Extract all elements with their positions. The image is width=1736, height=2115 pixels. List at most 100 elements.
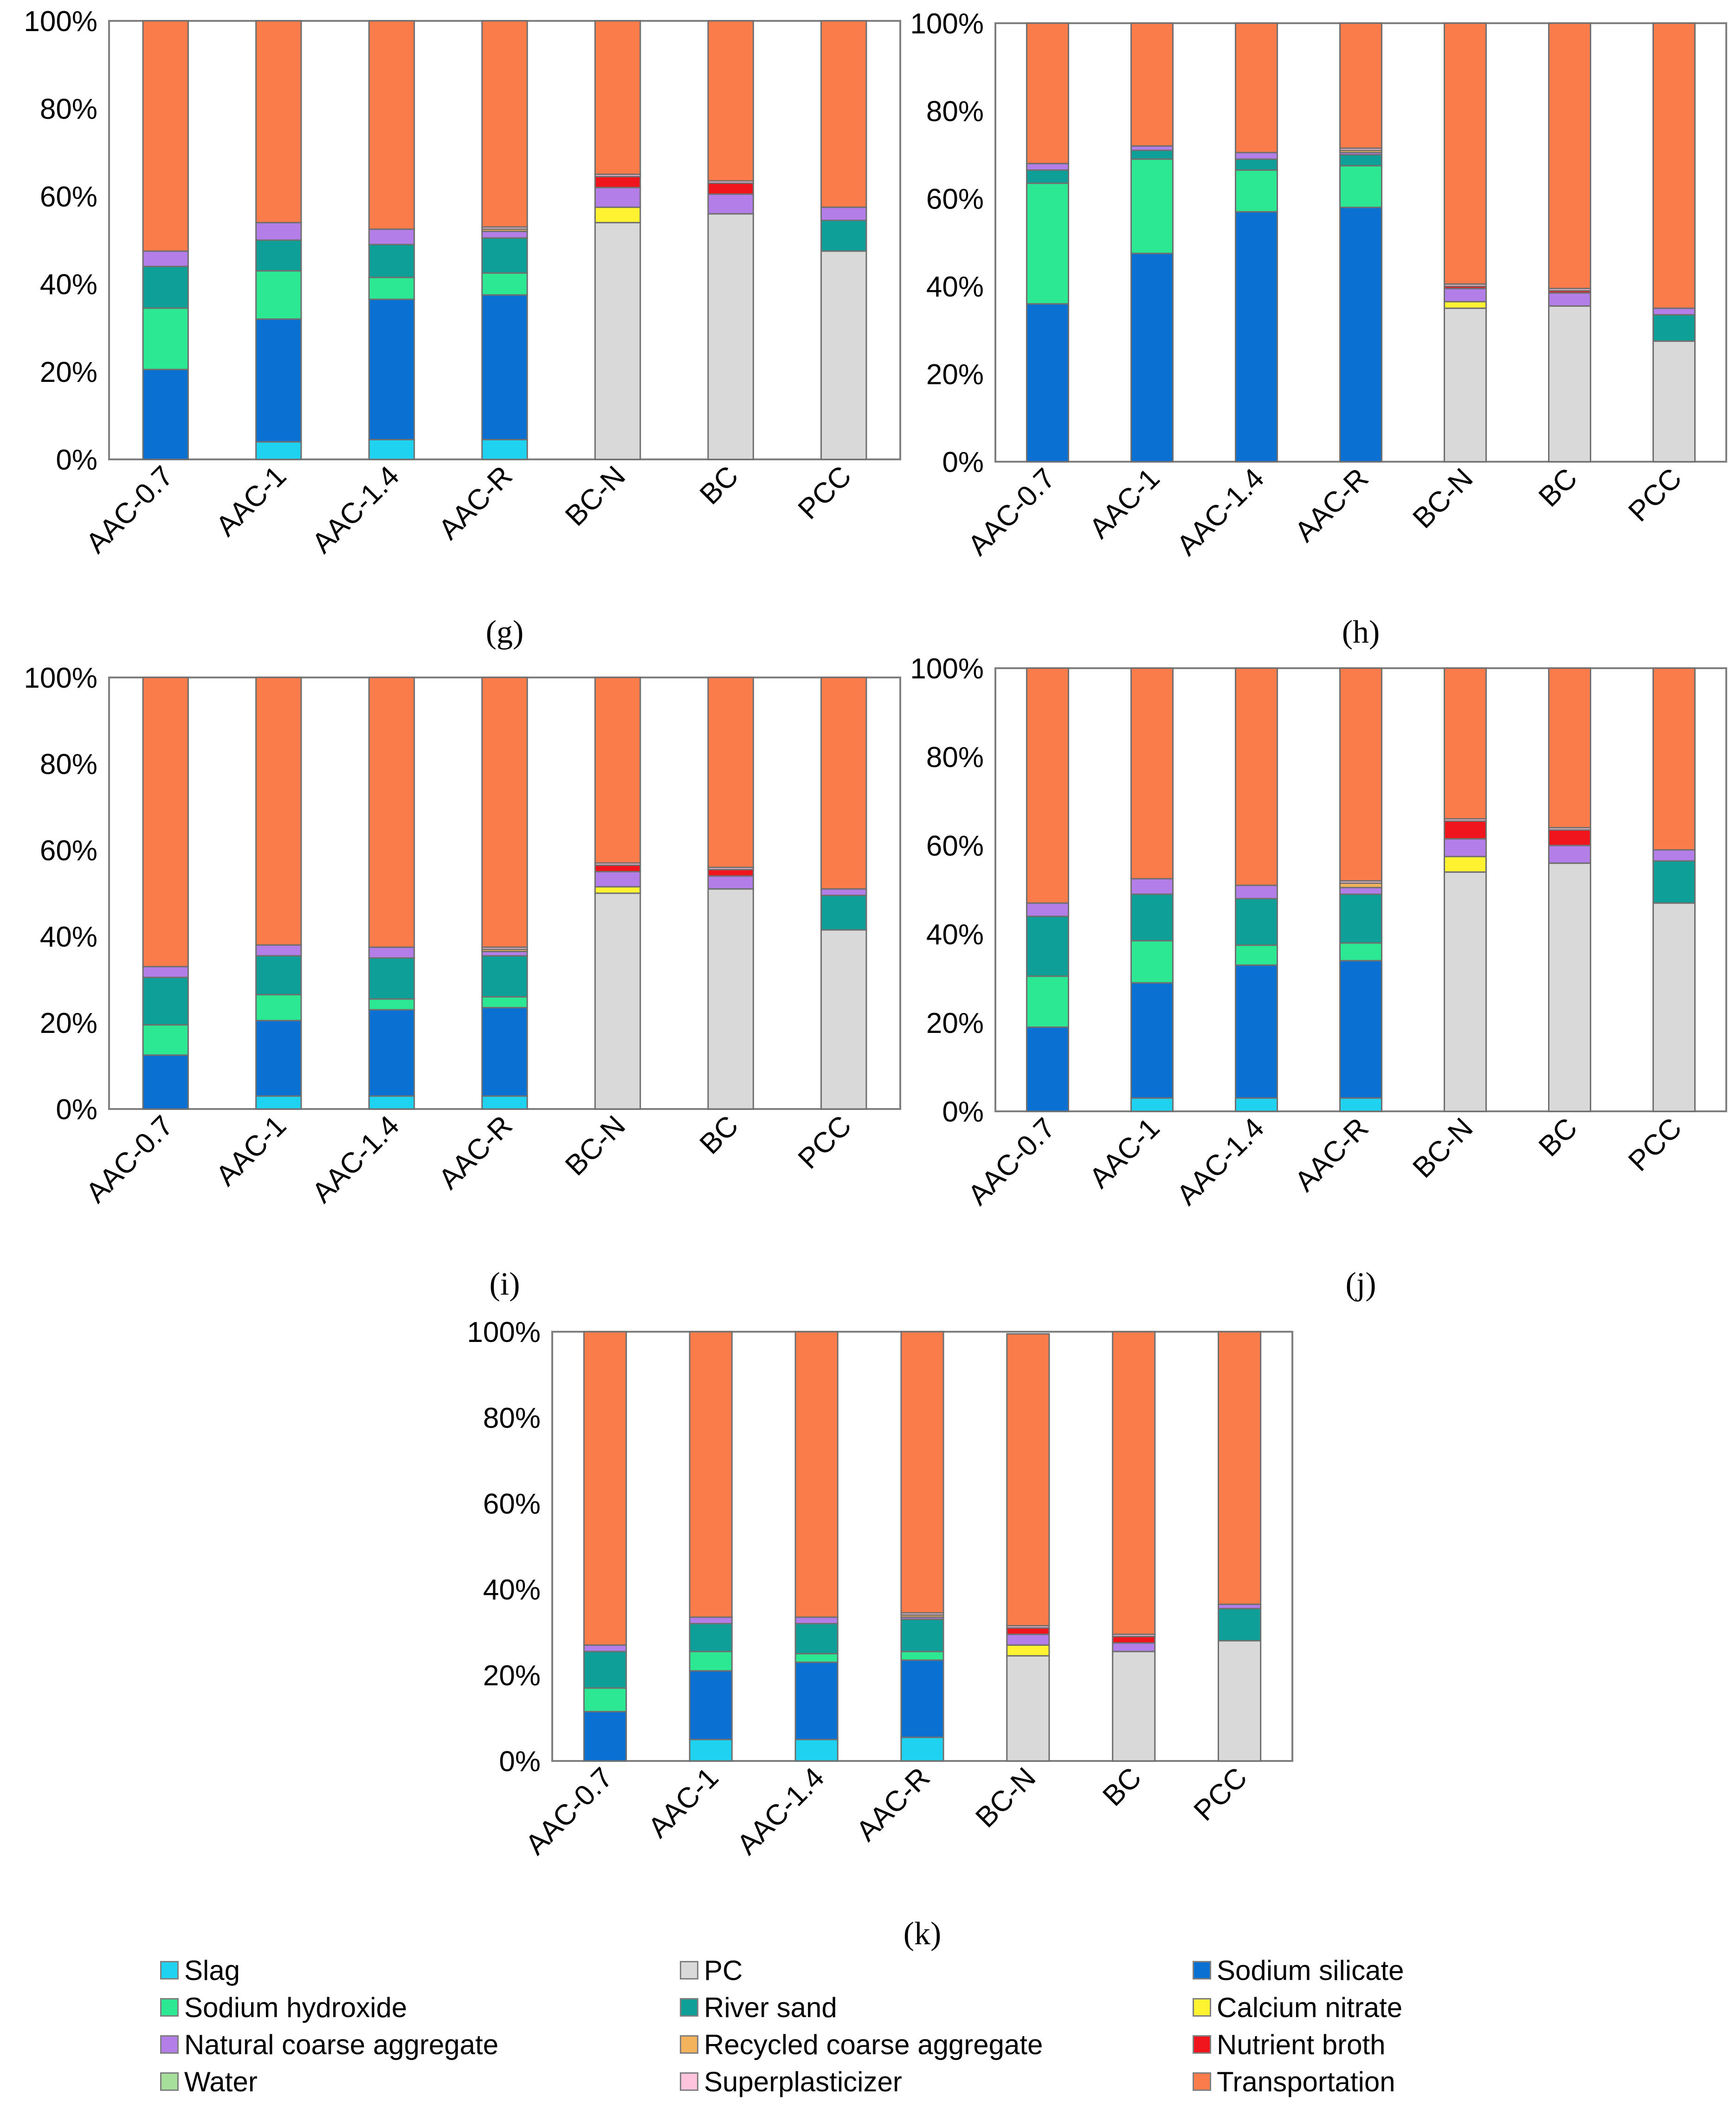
- bar-segment-river-sand: [689, 1623, 733, 1652]
- y-tick-label: 80%: [483, 1402, 541, 1434]
- bar-segment-sodium-silicate: [1130, 982, 1174, 1099]
- bar-segment-sodium-silicate: [1130, 252, 1174, 463]
- bar-segment-river-sand: [583, 1651, 627, 1689]
- x-tick-label: BC: [1533, 1112, 1584, 1163]
- bar-segment-calcium-nitrate: [1444, 301, 1487, 309]
- bar-segment-river-sand: [1652, 860, 1696, 904]
- bar-segment-river-sand: [1130, 893, 1174, 941]
- bar-segment-transportation: [1130, 22, 1174, 147]
- bar-segment-sodium-hydroxide: [689, 1651, 733, 1672]
- bar-segment-river-sand: [900, 1618, 944, 1652]
- bar-segment-sodium-hydroxide: [1130, 940, 1174, 984]
- bar-segment-sodium-silicate: [1339, 960, 1382, 1099]
- y-tick-label: 20%: [926, 359, 984, 391]
- bar-segment-natural-coarse-aggregate: [583, 1644, 627, 1652]
- bar-segment-sodium-hydroxide: [368, 277, 415, 300]
- bar-segment-transportation: [481, 20, 528, 228]
- bar-segment-slag: [368, 1095, 415, 1110]
- bar-segment-transportation: [594, 20, 641, 175]
- bar-segment-river-sand: [481, 955, 528, 998]
- bar-segment-natural-coarse-aggregate: [368, 228, 415, 245]
- bar-segment-calcium-nitrate: [1444, 856, 1487, 873]
- bar-segment-natural-coarse-aggregate: [594, 187, 641, 208]
- bar-segment-natural-coarse-aggregate: [481, 231, 528, 239]
- x-tick-label: PCC: [1622, 1112, 1688, 1177]
- x-tick-label: AAC-1.4: [731, 1761, 830, 1861]
- y-tick-label: 100%: [910, 8, 984, 40]
- bar-segment-river-sand: [368, 957, 415, 1000]
- bar-segment-pc: [1652, 340, 1696, 463]
- bar-segment-river-sand: [142, 976, 189, 1026]
- bar-segment-natural-coarse-aggregate: [820, 888, 867, 896]
- bar-segment-nutrient-broth: [707, 182, 754, 195]
- x-tick-label: BC-N: [559, 460, 632, 532]
- bar-segment-river-sand: [1130, 149, 1174, 160]
- bar-segment-transportation: [1218, 1331, 1262, 1605]
- bar-segment-slag: [689, 1739, 733, 1762]
- bar-segment-sodium-silicate: [142, 1054, 189, 1110]
- bar-segment-slag: [481, 1095, 528, 1110]
- bar-segment-river-sand: [1339, 154, 1382, 167]
- y-tick-label: 100%: [24, 662, 97, 694]
- bar-segment-transportation: [820, 677, 867, 890]
- bar-segment-nutrient-broth: [1112, 1636, 1156, 1644]
- bar-segment-pc: [594, 892, 641, 1110]
- bar-segment-slag: [255, 1095, 302, 1110]
- bar-segment-pc: [1444, 307, 1487, 463]
- bar-segment-sodium-silicate: [368, 298, 415, 440]
- bar-segment-pc: [1112, 1651, 1156, 1762]
- y-tick-label: 80%: [926, 742, 984, 774]
- bar-segment-river-sand: [142, 265, 189, 309]
- y-tick-label: 40%: [40, 269, 97, 301]
- bar-segment-sodium-hydroxide: [1235, 944, 1278, 966]
- bar-segment-transportation: [594, 677, 641, 864]
- bar-segment-river-sand: [481, 237, 528, 274]
- bar-segment-natural-coarse-aggregate: [1652, 849, 1696, 862]
- bar-segment-transportation: [1444, 667, 1487, 820]
- y-tick-label: 60%: [40, 835, 97, 867]
- bar-segment-natural-coarse-aggregate: [1548, 292, 1591, 307]
- bar-segment-sodium-hydroxide: [1130, 158, 1174, 254]
- bar-segment-natural-coarse-aggregate: [794, 1616, 839, 1625]
- bar-segment-pc: [820, 250, 867, 460]
- y-tick-label: 0%: [942, 1096, 984, 1128]
- bar-segment-transportation: [1339, 22, 1382, 149]
- panel-label: (k): [903, 1916, 942, 1952]
- bar-segment-transportation: [368, 20, 415, 230]
- bar-segment-sodium-silicate: [1026, 303, 1069, 463]
- bar-segment-river-sand: [820, 895, 867, 931]
- bar-segment-transportation: [255, 20, 302, 224]
- bar-segment-river-sand: [1235, 898, 1278, 946]
- y-tick-label: 60%: [40, 181, 97, 213]
- bar-segment-transportation: [1235, 667, 1278, 886]
- bar-segment-slag: [1130, 1097, 1174, 1112]
- bar-segment-transportation: [1235, 22, 1278, 154]
- bar-segment-sodium-silicate: [1339, 206, 1382, 463]
- bar-segment-river-sand: [820, 219, 867, 252]
- bar-segment-transportation: [1006, 1333, 1050, 1627]
- bar-segment-sodium-silicate: [1235, 211, 1278, 463]
- bar-segment-pc: [1548, 305, 1591, 463]
- y-tick-label: 40%: [926, 919, 984, 951]
- bar-segment-river-sand: [1218, 1608, 1262, 1642]
- bar-segment-nutrient-broth: [1548, 829, 1591, 846]
- bar-segment-sodium-hydroxide: [794, 1653, 839, 1663]
- bar-segment-pc: [707, 888, 754, 1110]
- bar-segment-pc: [1444, 871, 1487, 1112]
- y-tick-label: 0%: [56, 444, 97, 476]
- bar-segment-slag: [1339, 1097, 1382, 1112]
- bar-segment-natural-coarse-aggregate: [255, 944, 302, 957]
- bar-segment-slag: [900, 1736, 944, 1762]
- y-tick-label: 80%: [40, 748, 97, 780]
- y-tick-label: 100%: [467, 1316, 541, 1348]
- bar-segment-sodium-silicate: [1026, 1026, 1069, 1112]
- bar-segment-transportation: [1548, 667, 1591, 829]
- x-tick-label: AAC-R: [432, 460, 518, 546]
- bar-segment-natural-coarse-aggregate: [142, 966, 189, 978]
- bar-segment-sodium-hydroxide: [481, 996, 528, 1008]
- bar-segment-transportation: [1026, 22, 1069, 164]
- bar-segment-calcium-nitrate: [1006, 1644, 1050, 1657]
- bar-segment-sodium-silicate: [255, 1019, 302, 1097]
- bar-segment-sodium-silicate: [368, 1009, 415, 1097]
- bar-segment-natural-coarse-aggregate: [1444, 838, 1487, 858]
